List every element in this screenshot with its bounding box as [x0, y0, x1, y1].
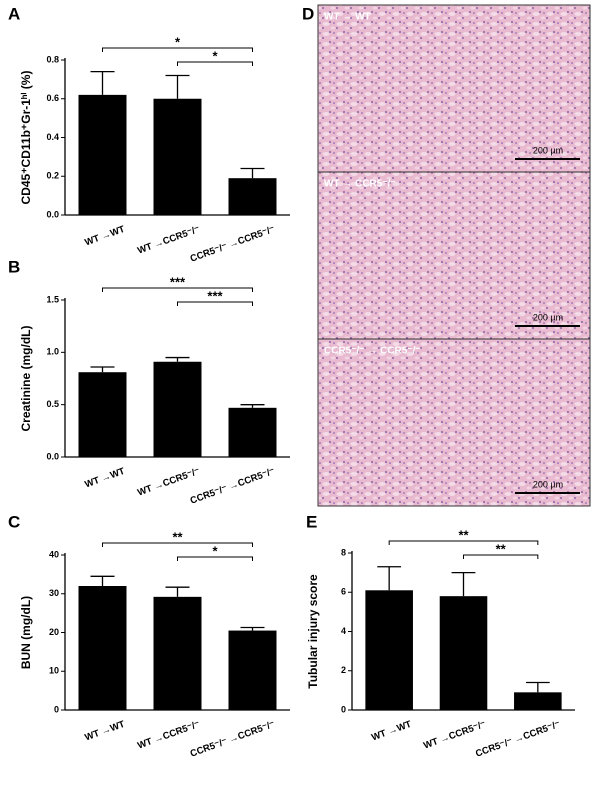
x-tick-label: WT →CCR5⁻/⁻ [422, 719, 487, 752]
x-tick-label: CCR5⁻/⁻ →CCR5⁻/⁻ [474, 719, 562, 760]
micrograph-label: CCR5⁻/⁻ → CCR5⁻/⁻ [324, 346, 421, 357]
bar [228, 630, 277, 710]
panel-label: D [302, 4, 314, 23]
significance-label: *** [170, 274, 186, 289]
y-tick-label: 1.0 [46, 347, 59, 357]
bar [78, 586, 127, 710]
micrograph [317, 4, 591, 173]
y-tick-label: 0.0 [46, 209, 59, 219]
bar [439, 596, 488, 710]
micrograph-label: WT → WT [324, 12, 371, 23]
significance-label: * [175, 34, 181, 49]
y-tick-label: 0.6 [46, 93, 59, 103]
significance-bracket [102, 287, 253, 292]
x-tick-label: CCR5⁻/⁻ →CCR5⁻/⁻ [189, 719, 277, 760]
y-tick-label: 0.4 [46, 132, 59, 142]
bar [228, 407, 277, 457]
significance-label: * [212, 543, 218, 558]
significance-label: ** [458, 527, 469, 542]
y-axis-label: BUN (mg/dL) [19, 596, 33, 669]
y-axis-label: Creatinine (mg/dL) [19, 325, 33, 431]
significance-bracket [177, 61, 253, 66]
significance-bracket [463, 554, 539, 559]
y-tick-label: 0.0 [46, 451, 59, 461]
significance-label: ** [172, 529, 183, 544]
y-tick-label: 1.5 [46, 294, 59, 304]
x-tick-label: CCR5⁻/⁻ →CCR5⁻/⁻ [189, 466, 277, 507]
significance-label: *** [207, 288, 223, 303]
bar [78, 94, 127, 215]
scale-label: 200 µm [533, 145, 563, 155]
panel-label: B [8, 257, 20, 276]
micrograph [317, 338, 591, 507]
significance-bracket [177, 301, 253, 306]
x-tick-label: WT →CCR5⁻/⁻ [136, 719, 201, 752]
micrograph [317, 171, 591, 340]
y-tick-label: 30 [49, 588, 59, 598]
significance-label: ** [496, 541, 507, 556]
x-tick-label: WT →WT [83, 466, 126, 491]
significance-label: * [212, 48, 218, 63]
significance-bracket [102, 542, 253, 547]
y-tick-label: 0 [54, 704, 59, 714]
y-tick-label: 40 [49, 549, 59, 559]
x-tick-label: WT →WT [83, 224, 126, 249]
bar [514, 692, 562, 710]
panel-label: A [8, 4, 20, 23]
y-tick-label: 4 [341, 626, 346, 636]
micrograph-label: WT → CCR5⁻/⁻ [324, 179, 396, 190]
y-tick-label: 8 [341, 547, 346, 557]
bar [153, 361, 202, 457]
bar [228, 178, 277, 215]
y-tick-label: 2 [341, 665, 346, 675]
bar [153, 596, 202, 710]
bar [153, 98, 202, 215]
significance-bracket [177, 556, 253, 561]
scale-label: 200 µm [533, 312, 563, 322]
y-tick-label: 0.8 [46, 54, 59, 64]
panel-label: E [306, 512, 317, 531]
x-tick-label: CCR5⁻/⁻ →CCR5⁻/⁻ [189, 224, 277, 265]
significance-bracket [102, 47, 253, 52]
bar [365, 590, 413, 710]
y-tick-label: 10 [49, 666, 59, 676]
x-tick-label: WT →CCR5⁻/⁻ [136, 224, 201, 257]
y-tick-label: 6 [341, 587, 346, 597]
panel-label: C [8, 512, 20, 531]
y-tick-label: 20 [49, 627, 59, 637]
x-tick-label: WT →WT [370, 719, 413, 744]
y-tick-label: 0.5 [46, 399, 59, 409]
y-tick-label: 0.2 [46, 171, 59, 181]
y-tick-label: 0 [341, 704, 346, 714]
y-axis-label: Tubular injury score [306, 574, 320, 689]
x-tick-label: WT →CCR5⁻/⁻ [136, 466, 201, 499]
scale-label: 200 µm [533, 479, 563, 489]
y-axis-label: CD45⁺CD11b⁺Gr-1ʰⁱ (%) [19, 71, 33, 205]
significance-bracket [388, 540, 539, 545]
bar [78, 372, 127, 457]
x-tick-label: WT →WT [83, 719, 126, 744]
